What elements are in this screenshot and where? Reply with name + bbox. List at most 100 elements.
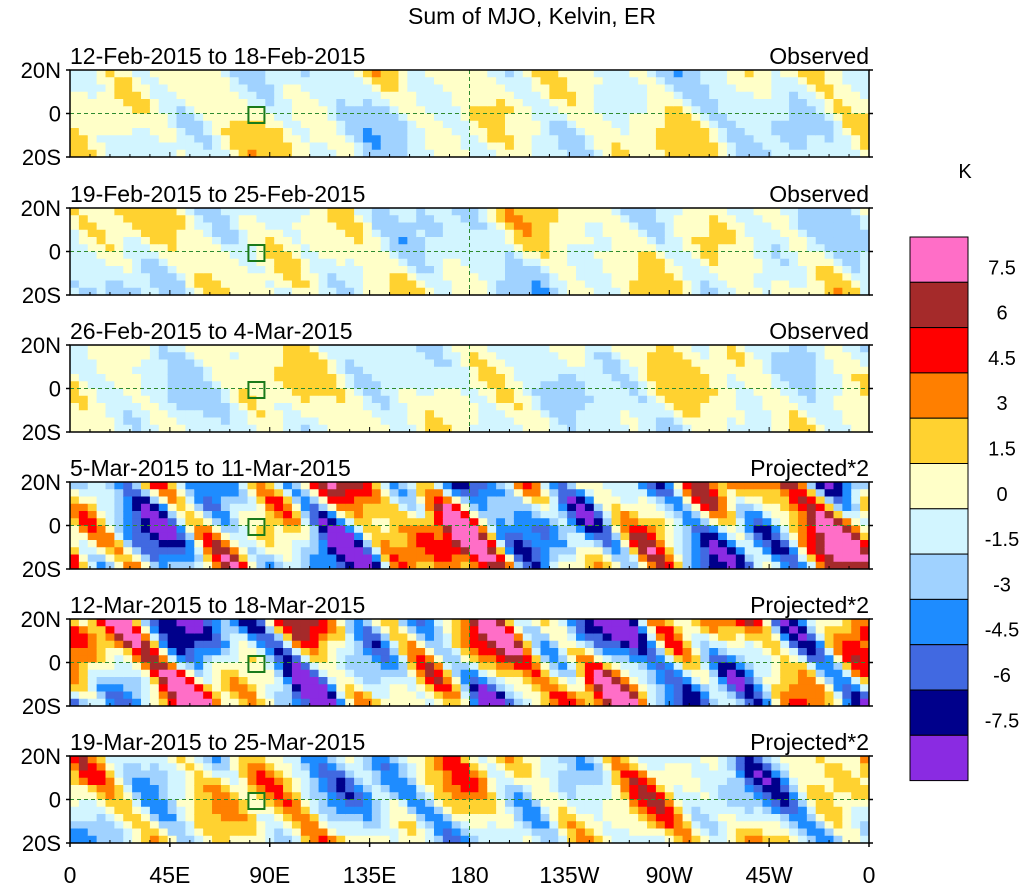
heatmap-cell — [487, 381, 497, 390]
heatmap-cell — [203, 698, 213, 706]
heatmap-cell — [123, 496, 133, 505]
heatmap-cell — [87, 619, 98, 627]
heatmap-cell — [780, 561, 790, 569]
heatmap-cell — [735, 525, 746, 534]
heatmap-cell — [389, 532, 400, 541]
heatmap-cell — [576, 84, 586, 93]
heatmap-cell — [78, 677, 89, 685]
heatmap-cell — [682, 496, 693, 505]
heatmap-cell — [451, 352, 462, 361]
heatmap-cell — [718, 70, 728, 78]
heatmap-cell — [362, 684, 373, 693]
heatmap-cell — [265, 113, 275, 122]
heatmap-cell — [336, 366, 346, 375]
heatmap-cell — [806, 381, 817, 390]
heatmap-cell — [655, 237, 666, 245]
heatmap-cell — [513, 395, 524, 404]
heatmap-cell — [176, 135, 187, 144]
heatmap-cell — [620, 374, 630, 382]
heatmap-cell — [513, 518, 524, 527]
heatmap-cell — [682, 525, 693, 534]
heatmap-cell — [620, 266, 630, 274]
heatmap-cell — [105, 142, 115, 151]
heatmap-cell — [132, 489, 142, 498]
heatmap-cell — [815, 287, 826, 295]
heatmap-cell — [709, 222, 719, 231]
heatmap-cell — [718, 229, 728, 238]
heatmap-cell — [141, 91, 151, 100]
heatmap-cell — [700, 496, 710, 505]
heatmap-cell — [664, 266, 675, 274]
heatmap-cell — [718, 525, 728, 534]
heatmap-cell — [611, 244, 622, 253]
heatmap-cell — [300, 113, 311, 122]
heatmap-cell — [345, 345, 355, 353]
heatmap-cell — [274, 244, 284, 253]
heatmap-cell — [87, 698, 98, 706]
panel-kind-label: Observed — [769, 318, 869, 344]
heatmap-cell — [700, 273, 710, 282]
heatmap-cell — [540, 352, 550, 361]
heatmap-cell — [700, 99, 710, 107]
heatmap-cell — [158, 222, 169, 231]
heatmap-cell — [300, 662, 311, 671]
heatmap-cell — [726, 70, 737, 78]
heatmap-cell — [700, 366, 710, 375]
heatmap-cell — [309, 374, 320, 382]
heatmap-cell — [132, 142, 142, 151]
heatmap-cell — [620, 554, 630, 563]
heatmap-cell — [78, 633, 89, 642]
heatmap-cell — [416, 135, 426, 144]
heatmap-cell — [638, 525, 648, 534]
heatmap-cell — [371, 561, 382, 569]
heatmap-cell — [620, 489, 630, 498]
heatmap-cell — [593, 84, 604, 93]
heatmap-cell — [744, 388, 755, 397]
heatmap-cell — [513, 374, 524, 382]
heatmap-cell — [744, 149, 755, 157]
heatmap-cell — [735, 208, 746, 216]
heatmap-cell — [425, 70, 435, 78]
heatmap-cell — [291, 482, 302, 490]
heatmap-cell — [833, 287, 843, 295]
heatmap-cell — [87, 128, 98, 136]
heatmap-cell — [274, 395, 284, 404]
heatmap-cell — [87, 677, 98, 685]
heatmap-cell — [265, 503, 275, 512]
heatmap-cell — [718, 106, 728, 115]
heatmap-cell — [797, 345, 808, 353]
heatmap-cell — [194, 106, 204, 115]
heatmap-cell — [105, 662, 115, 671]
heatmap-cell — [576, 489, 586, 498]
heatmap-cell — [345, 237, 355, 245]
heatmap-cell — [709, 266, 719, 274]
heatmap-cell — [815, 417, 826, 426]
heatmap-cell — [105, 77, 115, 86]
heatmap-cell — [789, 229, 799, 238]
heatmap-cell — [433, 280, 444, 289]
heatmap-cell — [274, 374, 284, 382]
heatmap-cell — [141, 345, 151, 353]
heatmap-cell — [114, 352, 124, 361]
heatmap-cell — [797, 388, 808, 397]
heatmap-cell — [673, 540, 684, 548]
heatmap-cell — [860, 237, 869, 245]
heatmap-cell — [851, 244, 861, 253]
heatmap-cell — [265, 684, 275, 693]
heatmap-cell — [496, 273, 506, 282]
heatmap-cell — [567, 280, 577, 289]
heatmap-cell — [611, 258, 622, 267]
heatmap-cell — [149, 359, 160, 368]
heatmap-cell — [478, 113, 488, 122]
heatmap-cell — [212, 266, 222, 274]
heatmap-cell — [425, 251, 435, 260]
heatmap-cell — [496, 229, 506, 238]
heatmap-cell — [70, 417, 80, 426]
heatmap-cell — [158, 561, 169, 569]
heatmap-cell — [300, 244, 311, 253]
heatmap-cell — [220, 120, 231, 129]
heatmap-cell — [407, 561, 417, 569]
heatmap-cell — [114, 626, 124, 635]
heatmap-cell — [655, 496, 666, 505]
heatmap-cell — [256, 266, 266, 274]
